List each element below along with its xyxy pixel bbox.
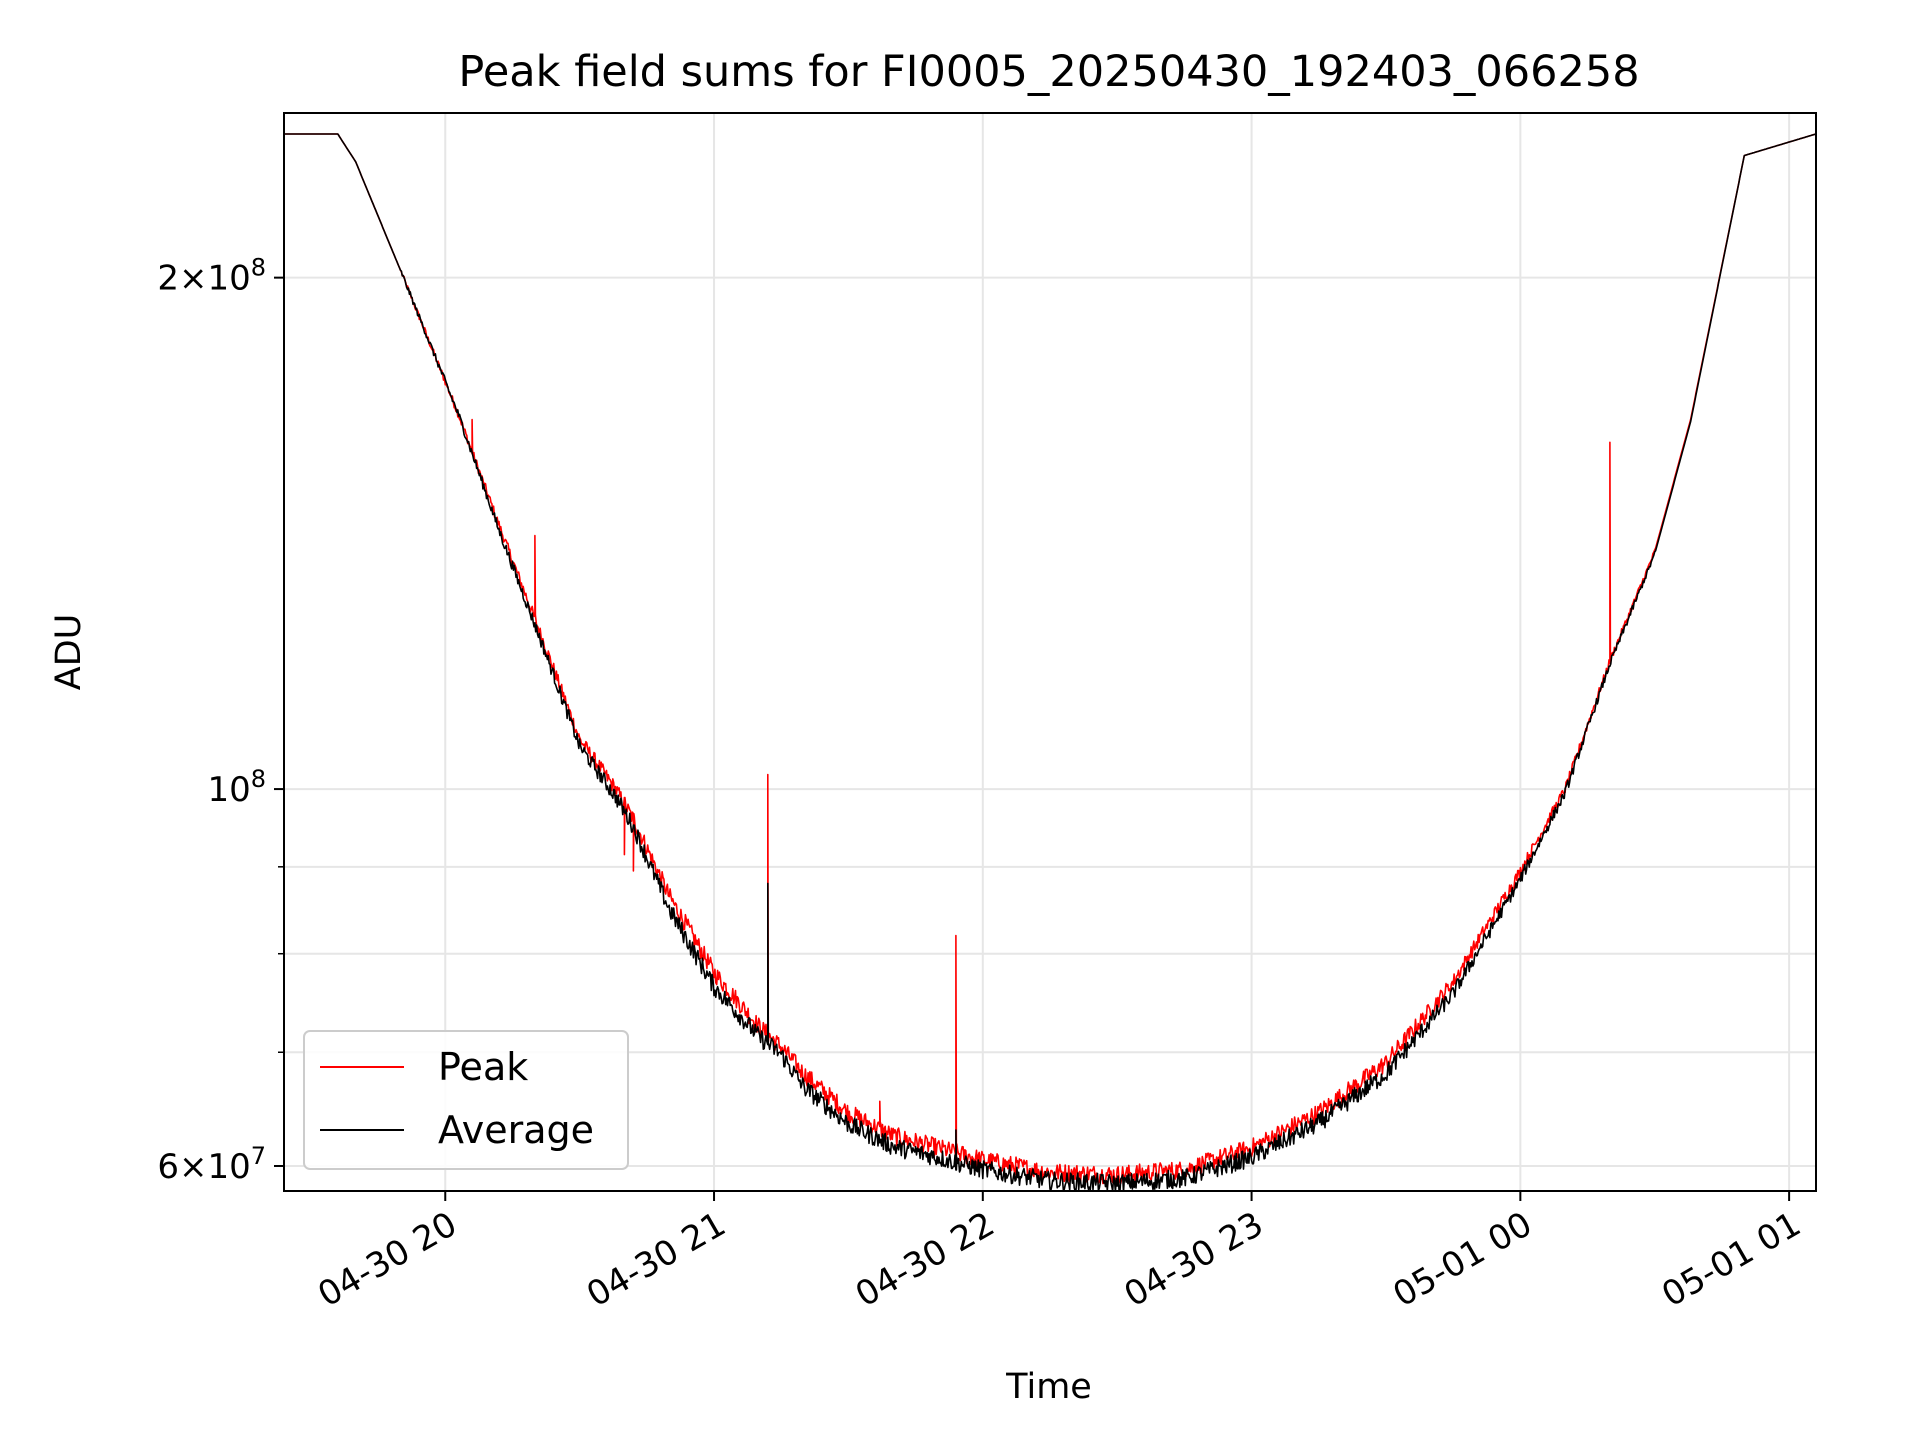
- y-tick-label: 6×107: [157, 1142, 266, 1187]
- plot-frame: [283, 112, 1817, 1192]
- legend: Peak Average: [303, 1030, 629, 1170]
- y-tick-label: 108: [207, 765, 266, 810]
- legend-label-average: Average: [438, 1108, 594, 1152]
- series-layer: [284, 133, 1816, 1191]
- y-axis-label: ADU: [49, 614, 89, 691]
- grid: [284, 113, 1816, 1191]
- series-line-average: [284, 133, 1816, 1191]
- y-tick-label: 2×108: [157, 254, 266, 299]
- chart-title: Peak field sums for FI0005_20250430_1924…: [458, 47, 1639, 97]
- legend-label-peak: Peak: [438, 1045, 528, 1089]
- series-line-peak: [284, 133, 1816, 1185]
- x-axis-label: Time: [1005, 1367, 1092, 1407]
- y-axis: 6×107 108 2×108: [157, 254, 284, 1187]
- legend-box: [303, 1030, 629, 1170]
